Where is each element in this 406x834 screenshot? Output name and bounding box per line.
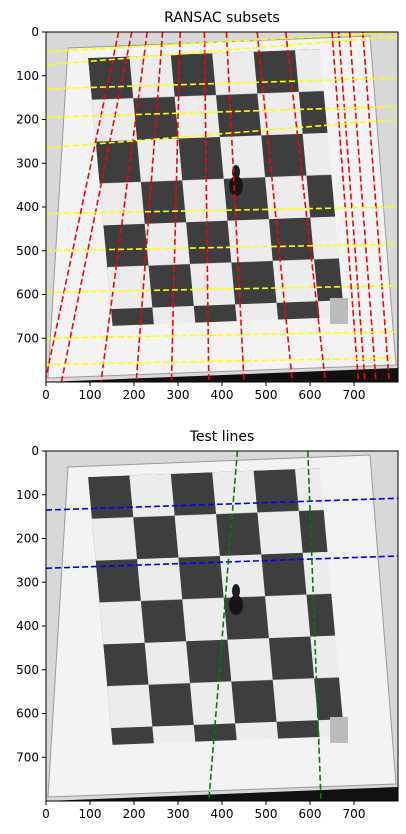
y-tick-label: 200 — [16, 532, 39, 546]
y-tick-label: 700 — [16, 750, 39, 764]
fitted-line — [46, 32, 398, 53]
fitted-line — [225, 32, 245, 382]
fitted-line — [208, 451, 239, 801]
y-tick-label: 700 — [16, 331, 39, 345]
x-tick-label: 100 — [79, 807, 102, 821]
panel-test-lines: Test lines 0 100 200 300 400 500 600 700 0 100 20… — [16, 429, 399, 821]
fitted-line — [203, 32, 210, 382]
fitted-line — [362, 32, 390, 382]
fitted-line — [135, 32, 164, 382]
fitted-line — [285, 32, 327, 382]
x-axis: 0 100 200 300 400 500 600 700 — [42, 801, 365, 821]
fitted-line — [60, 32, 133, 382]
y-tick-label: 400 — [16, 619, 39, 633]
photo-image — [46, 32, 398, 382]
y-tick-label: 300 — [16, 156, 39, 170]
fitted-line — [46, 357, 398, 366]
x-tick-label: 200 — [123, 388, 146, 402]
x-tick-label: 600 — [299, 388, 322, 402]
fitted-line — [46, 555, 398, 570]
y-tick-label: 500 — [16, 663, 39, 677]
y-tick-label: 0 — [31, 25, 39, 39]
fitted-line — [256, 32, 294, 382]
x-tick-label: 0 — [42, 388, 50, 402]
fitted-line — [170, 32, 181, 382]
fitted-line — [46, 243, 398, 252]
fitted-line — [100, 32, 148, 382]
line-overlay — [46, 32, 398, 382]
fitted-line — [307, 451, 322, 801]
y-axis: 0 100 200 300 400 500 600 700 — [16, 444, 46, 764]
fitted-line — [46, 284, 398, 294]
fitted-line — [337, 32, 366, 382]
x-tick-label: 500 — [255, 388, 278, 402]
fitted-line — [46, 77, 398, 90]
x-tick-label: 700 — [343, 807, 366, 821]
panel-title: RANSAC subsets — [164, 10, 280, 26]
y-tick-label: 500 — [16, 244, 39, 258]
x-tick-label: 200 — [123, 807, 146, 821]
panel-title: Test lines — [189, 429, 255, 445]
y-tick-label: 600 — [16, 707, 39, 721]
x-tick-label: 400 — [211, 807, 234, 821]
y-tick-label: 0 — [31, 444, 39, 458]
fitted-line — [46, 118, 398, 149]
x-tick-label: 300 — [167, 807, 190, 821]
fitted-line — [46, 105, 398, 119]
y-tick-label: 200 — [16, 113, 39, 127]
fitted-line — [46, 35, 398, 66]
fitted-line — [331, 32, 360, 382]
panel-ransac-subsets: RANSAC subsets 0 100 200 300 400 500 600 700 0 1… — [16, 10, 399, 402]
x-axis: 0 100 200 300 400 500 600 700 — [42, 382, 365, 402]
fitted-line — [46, 330, 398, 340]
x-tick-label: 700 — [343, 388, 366, 402]
y-axis: 0 100 200 300 400 500 600 700 — [16, 25, 46, 345]
x-tick-label: 100 — [79, 388, 102, 402]
line-overlay — [46, 451, 398, 801]
fitted-line — [46, 206, 398, 215]
x-tick-label: 400 — [211, 388, 234, 402]
x-tick-label: 500 — [255, 807, 278, 821]
x-tick-label: 600 — [299, 807, 322, 821]
y-tick-label: 400 — [16, 200, 39, 214]
y-tick-label: 600 — [16, 288, 39, 302]
y-tick-label: 100 — [16, 69, 39, 83]
photo-image — [46, 451, 398, 801]
fitted-line — [46, 497, 398, 511]
y-tick-label: 100 — [16, 488, 39, 502]
y-tick-label: 300 — [16, 575, 39, 589]
x-tick-label: 0 — [42, 807, 50, 821]
x-tick-label: 300 — [167, 388, 190, 402]
fitted-line — [46, 32, 120, 378]
